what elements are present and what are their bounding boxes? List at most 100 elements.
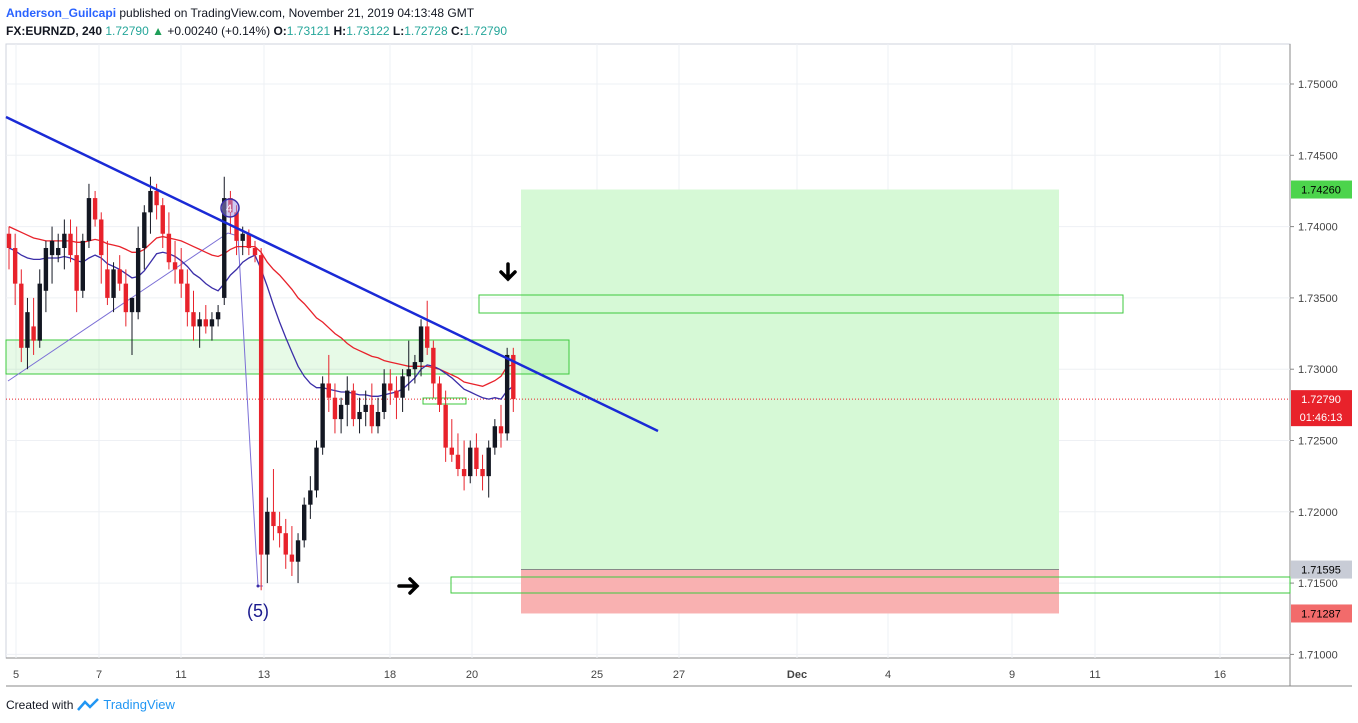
candle-body [215, 312, 221, 320]
candle [357, 397, 362, 434]
candle-body [86, 198, 92, 241]
candle-body [369, 404, 375, 427]
low-label: L: [392, 24, 405, 38]
candle-body [314, 447, 319, 491]
candle-body [160, 205, 165, 234]
candle-body [283, 533, 288, 555]
candle [326, 354, 331, 412]
created-with-label: Created with [6, 697, 74, 712]
candle-body [92, 198, 98, 220]
candle-body [302, 504, 307, 541]
candle [19, 269, 24, 363]
resistance-zone [478, 294, 1124, 314]
wave-low-point [256, 584, 260, 588]
candle [345, 376, 350, 427]
candle [455, 433, 461, 477]
candle [25, 297, 30, 370]
x-tick-label: Dec [787, 669, 807, 681]
price-chart[interactable]: 1.75000 1.74500 1.74000 1.73500 1.73000 1.725… [0, 0, 1358, 695]
target-price-label-bg [1291, 180, 1352, 199]
y-tick-label: 1.71000 [1298, 649, 1338, 661]
candle [381, 369, 387, 420]
tradingview-logo-icon [77, 697, 100, 711]
x-tick-label: 27 [673, 669, 685, 681]
candle-body [449, 447, 454, 455]
candle [289, 526, 295, 576]
y-tick-label: 1.72500 [1298, 436, 1338, 448]
candle [320, 376, 325, 455]
candle-body [191, 312, 196, 327]
candle [332, 383, 338, 434]
author-link[interactable]: Anderson_Guilcapi [6, 6, 117, 20]
candle-body [203, 319, 208, 327]
candle-body [80, 240, 85, 291]
candle [37, 269, 42, 348]
wave-top-marker [220, 198, 240, 218]
candle-body [332, 397, 338, 420]
candle [185, 269, 190, 327]
x-tick-label: 5 [13, 669, 19, 681]
entry-price-label-bg [1291, 560, 1352, 579]
candle [6, 226, 12, 270]
candle [425, 300, 430, 355]
candle-body [504, 354, 510, 434]
candle-body [412, 362, 418, 370]
candle [222, 176, 227, 306]
candle-body [222, 198, 227, 298]
candle [363, 390, 368, 427]
candle-body [308, 490, 313, 505]
countdown-label: 01:46:13 [1300, 412, 1343, 424]
candle [62, 219, 67, 270]
candle-body [375, 411, 381, 427]
candle-body [142, 212, 147, 248]
candle-body [49, 240, 55, 256]
candle [209, 312, 215, 341]
y-tick-label: 1.74500 [1298, 150, 1338, 162]
candle-body [135, 247, 141, 313]
candle [92, 190, 98, 227]
candle [308, 476, 313, 519]
candle-body [6, 233, 12, 248]
tradingview-brand[interactable]: TradingView [103, 697, 175, 712]
candle [142, 205, 147, 270]
candle [437, 376, 442, 412]
x-tick-label: 18 [384, 669, 396, 681]
y-tick-label: 1.75000 [1298, 79, 1338, 91]
candle-body [179, 269, 184, 284]
candle [418, 319, 424, 377]
candle-body [258, 255, 264, 555]
candle-body [105, 269, 110, 298]
downtrend-line [5, 115, 659, 433]
candle [49, 226, 55, 284]
candle-body [209, 319, 215, 327]
high-label: H: [333, 24, 347, 38]
demand-zone-left [5, 339, 570, 375]
candle [277, 511, 282, 548]
candle [203, 305, 208, 334]
candle [412, 354, 418, 384]
candle-body [74, 255, 79, 291]
candle [172, 240, 178, 284]
candle [123, 269, 129, 327]
candle-body [271, 511, 276, 527]
x-tick-label: 4 [885, 669, 891, 681]
low-value: 1.72728 [404, 24, 448, 38]
candle-body [234, 212, 239, 241]
candle [394, 376, 399, 420]
candle [160, 198, 165, 248]
candle [129, 297, 135, 355]
candle [295, 533, 301, 584]
candle [474, 433, 479, 477]
candle-body [338, 404, 344, 420]
right-arrow-icon [397, 577, 420, 595]
candle [258, 247, 264, 591]
candle-body [252, 247, 258, 256]
candle-body [461, 469, 467, 477]
candle [99, 212, 104, 284]
candle-body [265, 511, 270, 555]
candle-body [295, 540, 301, 562]
entry-price-label: 1.71595 [1301, 565, 1341, 577]
candle-body [511, 354, 516, 400]
candle-body [480, 469, 485, 477]
candle [117, 255, 122, 291]
